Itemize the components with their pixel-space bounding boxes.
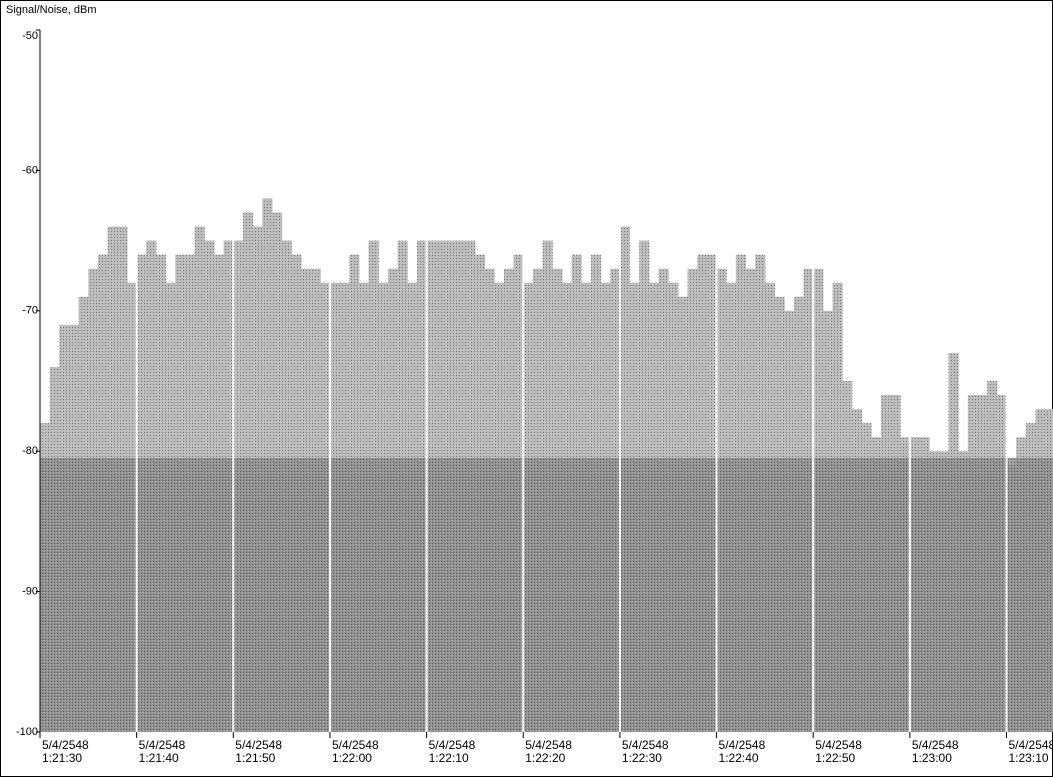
x-tick-label: 5/4/2548 1:22:40 (718, 738, 766, 765)
x-tick-label: 5/4/2548 1:22:20 (525, 738, 572, 765)
y-tick-label: -50 (22, 30, 38, 42)
shade (40, 458, 1053, 732)
x-tick-label: 5/4/2548 1:21:50 (235, 738, 283, 765)
x-tick-label: 5/4/2548 1:22:50 (815, 738, 862, 765)
y-tick-label: -60 (22, 164, 38, 176)
x-tick-label: 5/4/2548 1:22:10 (428, 738, 476, 765)
x-tick-label: 5/4/2548 1:22:00 (331, 738, 379, 765)
y-tick-label: -100 (16, 726, 38, 738)
y-tick-label: -90 (22, 586, 38, 598)
x-tick-label: 5/4/2548 1:21:30 (42, 738, 89, 765)
y-tick-label: -80 (22, 445, 38, 457)
chart-title: Signal/Noise, dBm (6, 4, 97, 16)
x-tick-label: 5/4/2548 1:22:30 (621, 738, 669, 765)
bars (40, 198, 1053, 733)
x-tick-label: 5/4/2548 1:21:40 (138, 738, 186, 765)
x-tick-label: 5/4/2548 1:23:00 (911, 738, 959, 765)
x-tick-label: 5/4/2548 1:23:10 (1008, 738, 1053, 765)
y-tick-label: -70 (22, 305, 38, 317)
